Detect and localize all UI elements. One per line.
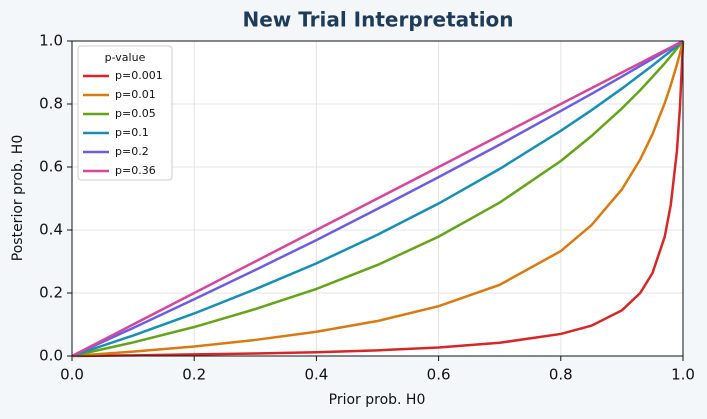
series-line [71, 40, 684, 358]
x-tick-label: 0.2 [182, 366, 206, 384]
legend-title: p-value [105, 51, 146, 64]
x-axis-label: Prior prob. H0 [329, 392, 426, 408]
series-line [71, 40, 685, 358]
x-tick-label: 0.0 [60, 366, 84, 384]
y-tick-label: 0.8 [39, 95, 63, 113]
y-tick-label: 0.6 [39, 158, 63, 176]
legend-label: p=0.2 [115, 145, 149, 158]
series-line [71, 40, 684, 358]
legend-label: p=0.01 [115, 88, 156, 101]
legend-label: p=0.05 [115, 107, 156, 120]
y-tick-label: 0.2 [39, 284, 63, 302]
x-tick-label: 0.4 [304, 366, 328, 384]
legend-label: p=0.36 [115, 164, 156, 177]
series-line [71, 39, 684, 358]
chart-title: New Trial Interpretation [242, 8, 513, 32]
legend-label: p=0.1 [115, 126, 149, 139]
y-axis-label: Posterior prob. H0 [10, 135, 26, 261]
legend-label: p=0.001 [115, 69, 163, 82]
series-line [71, 40, 685, 358]
y-tick-label: 0.0 [39, 347, 63, 365]
y-tick-label: 0.4 [39, 221, 63, 239]
y-tick-label: 1.0 [39, 32, 63, 50]
plot-frame [71, 40, 684, 357]
x-tick-label: 0.8 [549, 366, 573, 384]
legend-box [77, 45, 173, 181]
x-tick-label: 1.0 [671, 366, 695, 384]
x-tick-label: 0.6 [427, 366, 451, 384]
